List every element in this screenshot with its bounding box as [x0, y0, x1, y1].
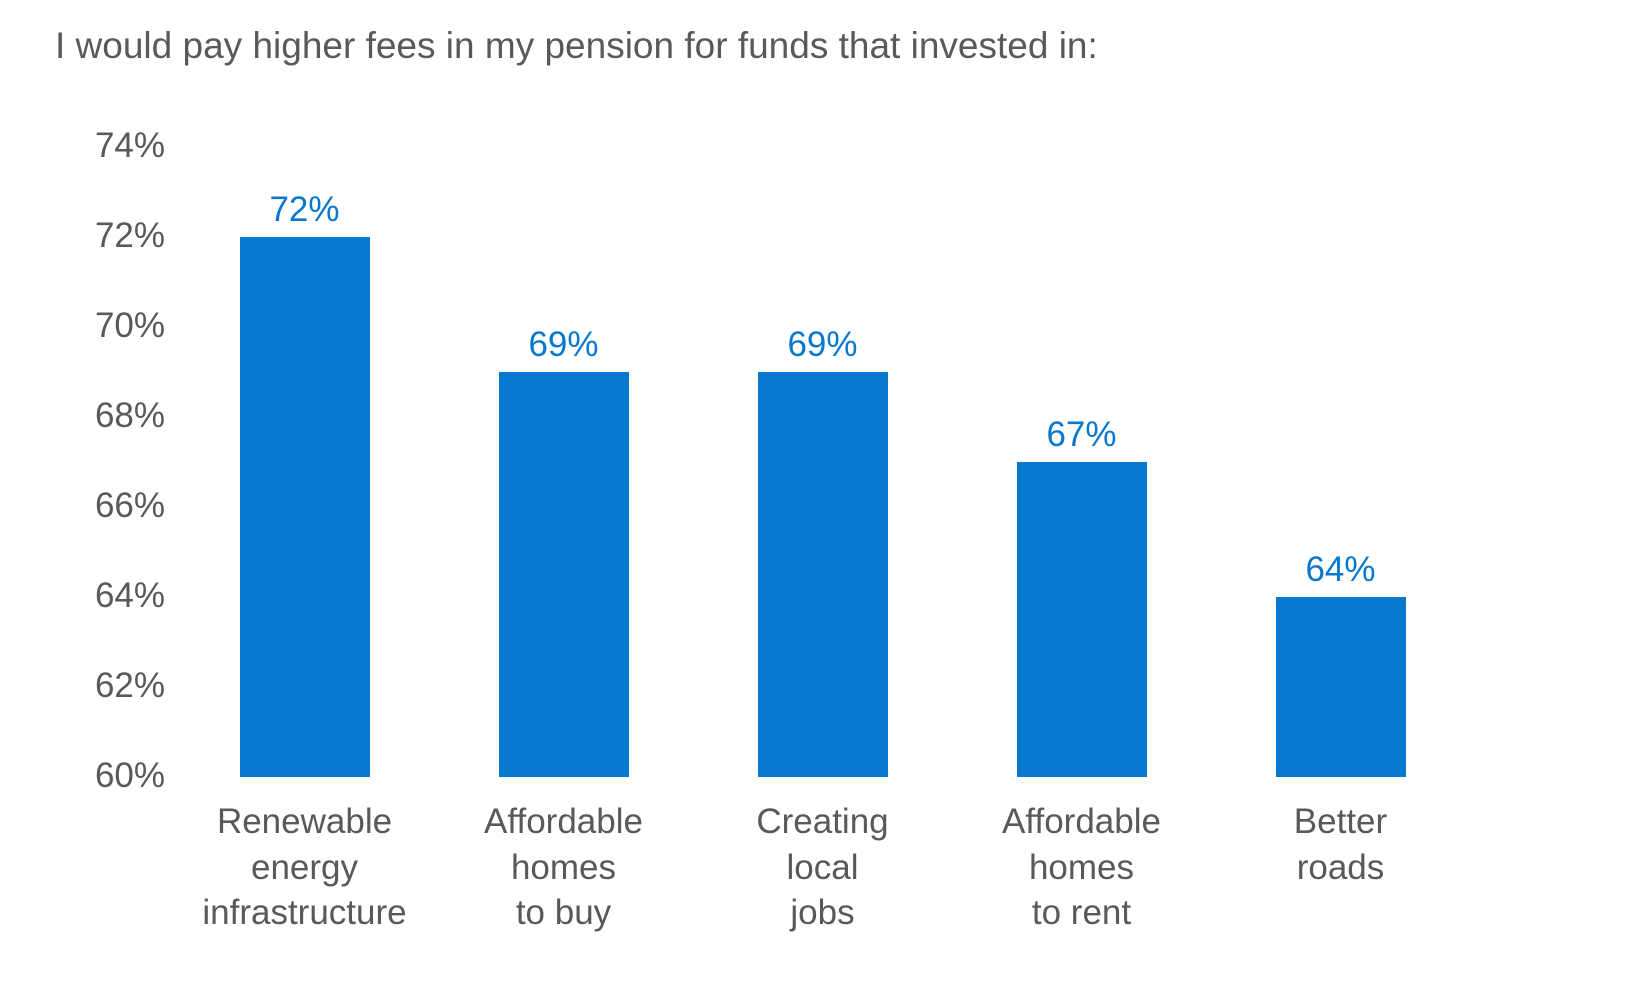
- y-tick-label: 62%: [0, 666, 165, 706]
- category-label: Affordable homes to rent: [952, 799, 1211, 936]
- bar-value-label: 67%: [982, 415, 1182, 455]
- y-tick-label: 70%: [0, 306, 165, 346]
- category-label: Affordable homes to buy: [434, 799, 693, 936]
- bar-value-label: 64%: [1241, 550, 1441, 590]
- chart-title: I would pay higher fees in my pension fo…: [55, 25, 1098, 67]
- y-tick-label: 66%: [0, 486, 165, 526]
- y-tick-label: 68%: [0, 396, 165, 436]
- category-label: Better roads: [1211, 799, 1470, 890]
- bar: [1276, 597, 1406, 777]
- bar: [499, 372, 629, 777]
- bar: [1017, 462, 1147, 777]
- category-label: Renewable energy infrastructure: [175, 799, 434, 936]
- y-tick-label: 60%: [0, 756, 165, 796]
- bar: [240, 237, 370, 777]
- y-tick-label: 74%: [0, 126, 165, 166]
- category-label: Creating local jobs: [693, 799, 952, 936]
- bar-value-label: 69%: [464, 325, 664, 365]
- chart-container: I would pay higher fees in my pension fo…: [0, 0, 1652, 993]
- y-tick-label: 64%: [0, 576, 165, 616]
- bar: [758, 372, 888, 777]
- bar-value-label: 72%: [205, 190, 405, 230]
- bar-value-label: 69%: [723, 325, 923, 365]
- y-tick-label: 72%: [0, 216, 165, 256]
